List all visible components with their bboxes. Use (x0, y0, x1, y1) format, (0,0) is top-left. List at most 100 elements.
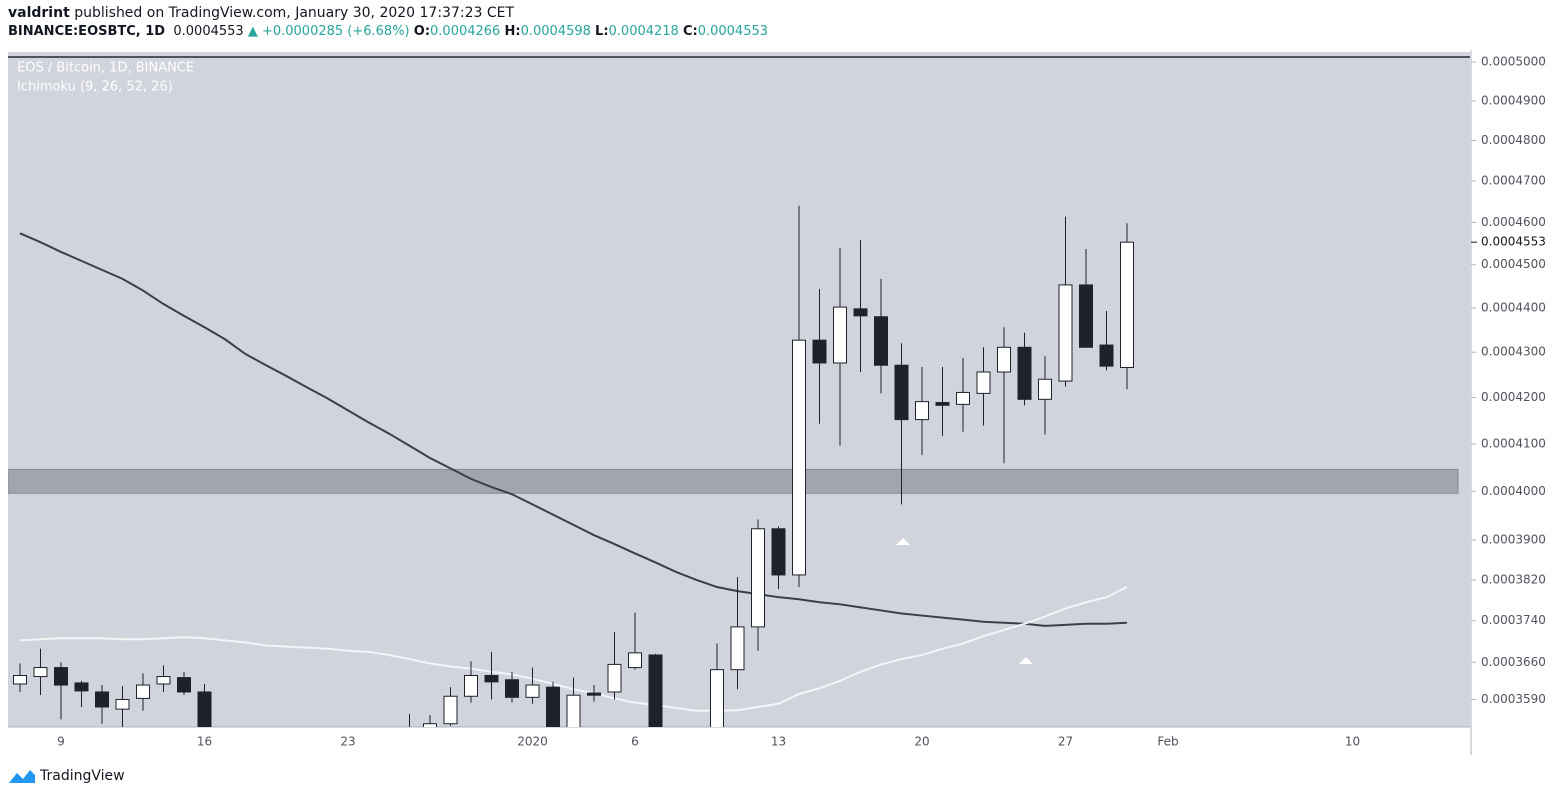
author: valdrint (8, 5, 70, 21)
candle-body (1079, 284, 1093, 348)
candle-body (443, 695, 458, 725)
candle-body (628, 652, 642, 669)
y-tick-label: 0.0003590 (1481, 692, 1546, 706)
y-tick-label: 0.0004600 (1481, 215, 1546, 229)
y-tick-label: 0.0003900 (1481, 533, 1546, 547)
candle-body (546, 686, 560, 727)
candle-body (33, 667, 48, 678)
candle-body (13, 674, 27, 685)
y-tick-label: 0.0004100 (1481, 436, 1546, 450)
candle-body (74, 682, 89, 692)
signal-marker (896, 538, 910, 545)
candle-body (423, 723, 437, 727)
footer: TradingView (8, 767, 125, 785)
y-tick-label: 0.0003820 (1481, 572, 1546, 586)
plot-area (8, 52, 1470, 727)
x-tick-label: 13 (771, 735, 786, 749)
candle-body (197, 691, 212, 727)
candle-body (751, 528, 765, 628)
high-value: 0.0004598 (520, 24, 591, 39)
y-tick-label: 0.0005000 (1481, 54, 1546, 68)
change: +0.0000285 (+6.68%) (261, 24, 410, 39)
low-value: 0.0004218 (608, 24, 679, 39)
candle-body (853, 308, 868, 317)
candle-body (915, 401, 929, 421)
candle-body (484, 674, 499, 683)
y-tick-label: 0.0004800 (1481, 133, 1546, 147)
support-zone (8, 468, 1459, 494)
candle-body (54, 667, 68, 686)
candle-body (894, 364, 909, 421)
candle-body (874, 316, 888, 366)
y-tick-label: 0.0003660 (1481, 655, 1546, 669)
publish-line: valdrint published on TradingView.com, J… (8, 5, 514, 21)
open-value: 0.0004266 (430, 24, 501, 39)
price-tag-label: 0.0004553 (1481, 235, 1546, 249)
symbol: BINANCE:EOSBTC, 1D (8, 24, 166, 39)
last-price: 0.0004553 (173, 24, 244, 39)
chart-title: EOS / Bitcoin, 1D, BINANCE (17, 61, 194, 76)
time-axis (8, 727, 1470, 755)
candle-body (464, 674, 478, 697)
high-label: H: (504, 24, 521, 39)
open-label: O: (413, 24, 431, 39)
x-tick-label: 27 (1058, 735, 1073, 749)
y-tick-label: 0.0003740 (1481, 613, 1546, 627)
x-tick-label: 9 (57, 735, 65, 749)
candle-body (935, 402, 950, 406)
candle-body (730, 626, 745, 671)
y-tick-label: 0.0004500 (1481, 257, 1546, 271)
y-tick-label: 0.0004200 (1481, 390, 1546, 404)
y-tick-label: 0.0004700 (1481, 174, 1546, 188)
candle-body (177, 677, 191, 693)
low-label: L: (595, 24, 609, 39)
candle-body (1017, 346, 1032, 400)
candle-body (1058, 284, 1073, 382)
x-tick-label: Feb (1157, 735, 1178, 749)
price-tag (1473, 233, 1559, 252)
y-tick-label: 0.0004400 (1481, 300, 1546, 314)
candle-body (587, 692, 601, 696)
candle-body (956, 391, 970, 405)
x-tick-label: 20 (914, 735, 929, 749)
candle-body (771, 528, 786, 576)
indicator-line (19, 232, 1128, 627)
candle-body (525, 684, 540, 698)
arrow: ▲ (247, 24, 258, 39)
candle-body (505, 679, 519, 698)
signal-marker (1019, 657, 1033, 664)
candle-body (566, 694, 581, 727)
candle-body (115, 698, 130, 710)
x-tick-label: 10 (1345, 735, 1360, 749)
candle-body (1099, 344, 1114, 367)
x-tick-label: 16 (197, 735, 212, 749)
price-axis (1472, 50, 1560, 727)
indicator-label: Ichimoku (9, 26, 52, 26) (17, 80, 173, 95)
candle-body (156, 676, 171, 685)
close-label: C: (682, 24, 698, 39)
chart: EOS / Bitcoin, 1D, BINANCE Ichimoku (9, … (8, 50, 1560, 755)
plot (8, 205, 1459, 727)
candle-body (710, 669, 724, 727)
candle-body (997, 346, 1011, 373)
x-tick-label: 23 (340, 735, 355, 749)
candle-body (812, 339, 827, 364)
logo (9, 770, 35, 783)
candle-body (648, 654, 663, 727)
candle-body (833, 306, 847, 364)
candle-body (607, 663, 622, 693)
y-tick-label: 0.0004300 (1481, 345, 1546, 359)
close-value: 0.0004553 (697, 24, 769, 39)
candle-body (1038, 378, 1052, 400)
y-tick-label: 0.0004000 (1481, 484, 1546, 498)
published: published on TradingView.com, January 30… (74, 5, 515, 21)
x-tick-label: 6 (631, 735, 639, 749)
x-tick-label: 2020 (517, 735, 548, 749)
candle-body (136, 684, 150, 699)
brand: TradingView (40, 768, 125, 784)
candle-body (95, 691, 109, 708)
candle-body (1120, 241, 1134, 368)
candle-body (976, 371, 991, 394)
candle-body (792, 339, 806, 576)
